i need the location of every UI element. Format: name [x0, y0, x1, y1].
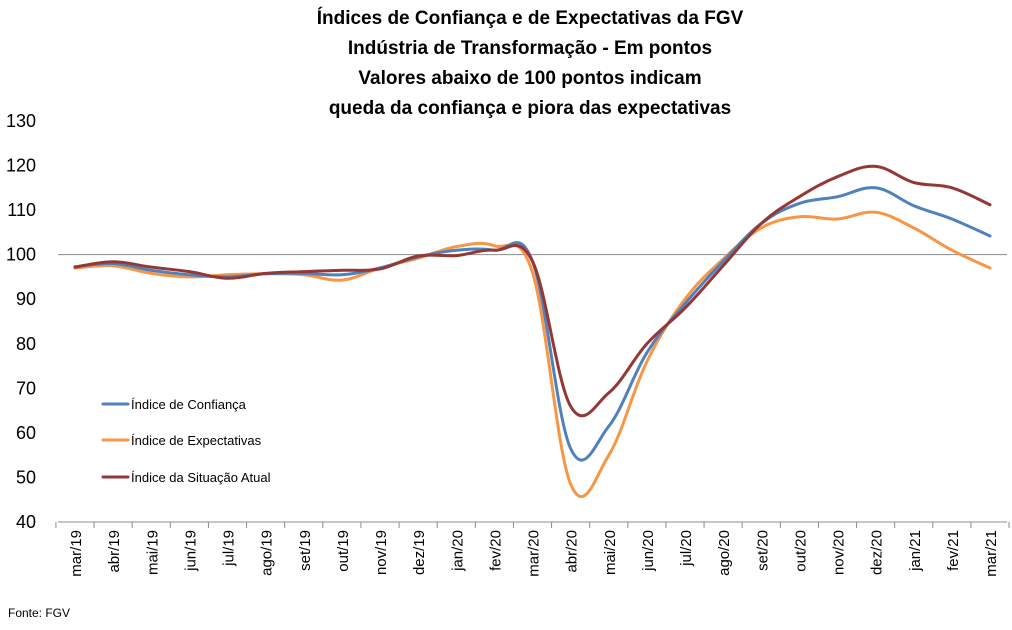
- series-line-2: [73, 164, 992, 418]
- x-tick-label: fev/20: [487, 530, 504, 571]
- x-tick-label: out/20: [792, 530, 809, 572]
- y-tick-label: 110: [7, 200, 36, 220]
- x-tick-label: jul/19: [221, 530, 238, 567]
- legend-label: Índice de Confiança: [131, 397, 247, 412]
- x-tick-label: fev/21: [945, 530, 962, 571]
- y-tick-label: 60: [16, 423, 36, 443]
- x-tick-label: mar/21: [983, 530, 1000, 577]
- y-axis: 40 50 60 70 80 90 100 110 120 130: [6, 111, 1007, 532]
- y-tick-label: 90: [16, 289, 36, 309]
- x-tick-label: mai/20: [602, 530, 619, 575]
- x-tick-label: set/20: [754, 530, 771, 571]
- title-line-3: Valores abaixo de 100 pontos indicam: [358, 68, 702, 89]
- y-tick-label: 40: [16, 512, 36, 532]
- x-tick-label: ago/20: [716, 530, 733, 576]
- x-tick-label: abr/19: [106, 530, 123, 573]
- x-tick-label: nov/19: [373, 530, 390, 575]
- y-tick-label: 120: [6, 156, 36, 176]
- x-tick-label: dez/20: [869, 530, 886, 575]
- x-tick-label: nov/20: [831, 530, 848, 575]
- series-line-0: [73, 186, 992, 462]
- x-tick-label: jan/21: [907, 530, 924, 572]
- x-tick-label: jun/19: [182, 530, 199, 572]
- y-tick-label: 50: [16, 467, 36, 487]
- y-tick-label: 70: [16, 378, 36, 398]
- x-tick-label: mai/19: [144, 530, 161, 575]
- x-tick-label: mar/20: [526, 530, 543, 577]
- legend-label: Índice de Expectativas: [131, 433, 262, 448]
- x-tick-label: mar/19: [68, 530, 85, 577]
- x-tick-label: dez/19: [411, 530, 428, 575]
- chart-title: Índices de Confiança e de Expectativas d…: [190, 4, 870, 124]
- series-line-1: [73, 210, 992, 499]
- source-note: Fonte: FGV: [8, 606, 71, 620]
- x-tick-label: set/19: [297, 530, 314, 571]
- y-tick-label: 80: [16, 334, 36, 354]
- title-line-4: queda da confiança e piora das expectati…: [328, 98, 732, 119]
- x-tick-label: out/19: [335, 530, 352, 572]
- legend-label: Índice da Situação Atual: [131, 470, 271, 485]
- x-tick-label: jul/20: [678, 530, 695, 567]
- title-line-2: Indústria de Transformação - Em pontos: [347, 38, 713, 59]
- y-tick-label: 100: [6, 245, 36, 265]
- y-tick-label: 130: [6, 111, 36, 131]
- x-tick-label: jan/20: [449, 530, 466, 572]
- x-tick-label: jun/20: [640, 530, 657, 572]
- legend: Índice de Confiança Índice de Expectativa…: [101, 397, 271, 485]
- title-line-1: Índices de Confiança e de Expectativas d…: [316, 8, 744, 29]
- series-lines: [73, 164, 992, 499]
- x-tick-label: abr/20: [564, 530, 581, 573]
- x-axis: mar/19 abr/19 mai/19 jun/19 jul/19 ago/19 set/…: [55, 521, 1010, 577]
- x-tick-label: ago/19: [259, 530, 276, 576]
